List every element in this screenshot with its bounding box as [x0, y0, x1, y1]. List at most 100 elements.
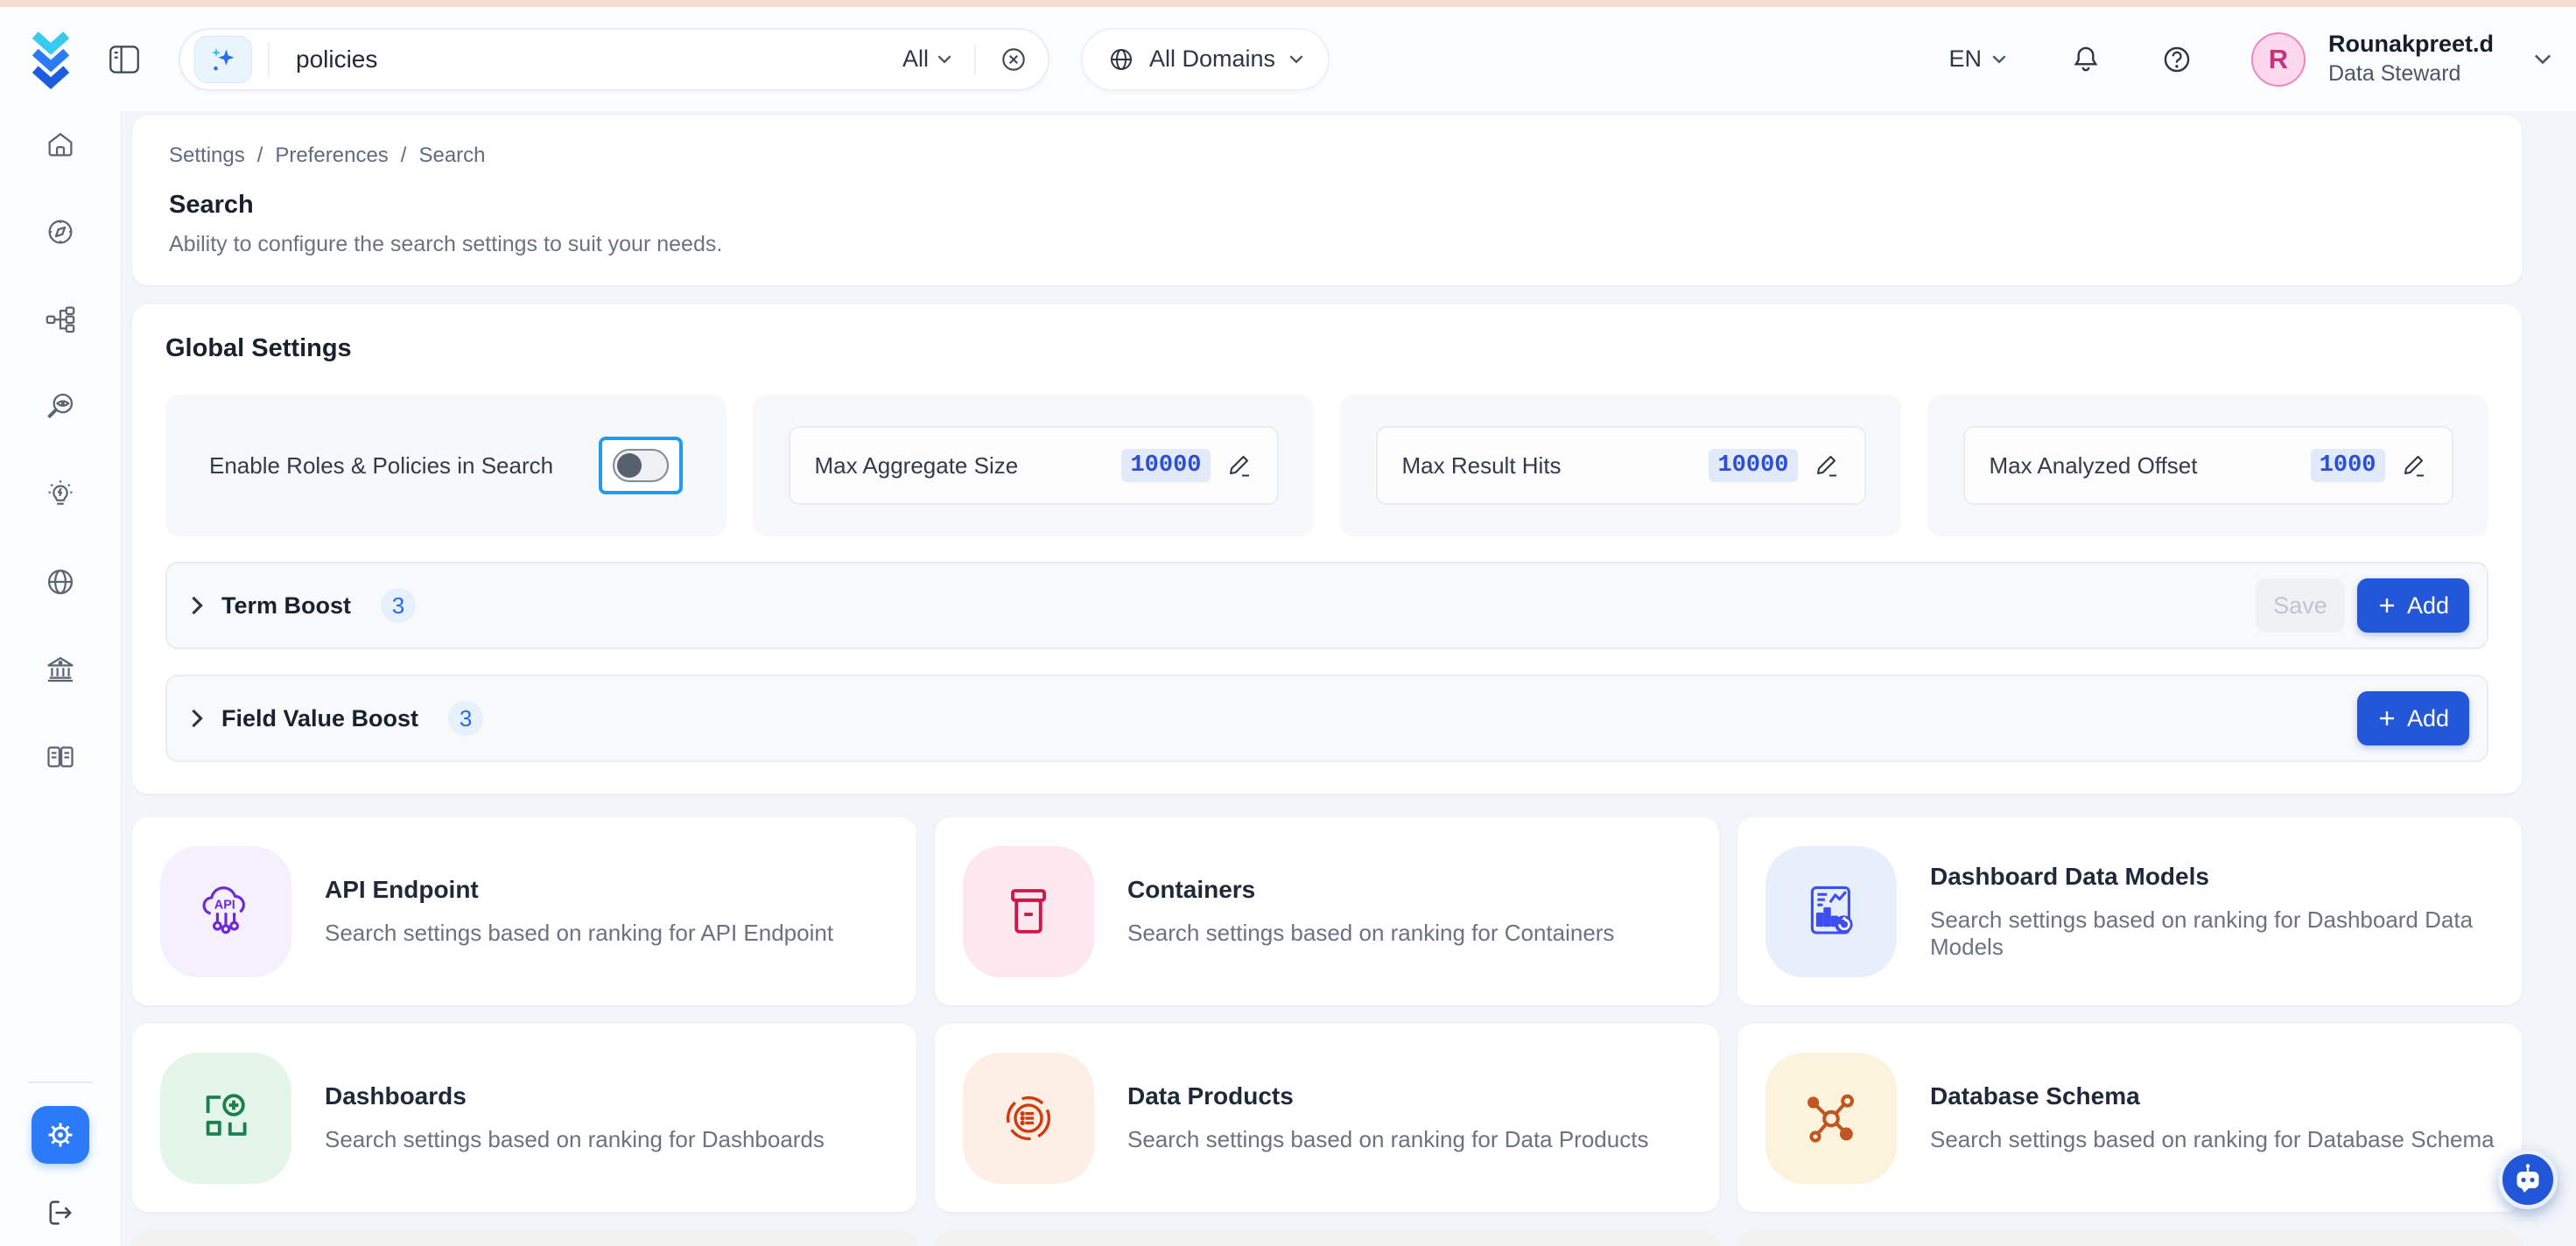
- robot-icon: [2516, 1164, 2539, 1193]
- chevron-down-icon: [2534, 54, 2551, 65]
- language-value: EN: [1948, 46, 1982, 72]
- entity-card-partial[interactable]: [1737, 1231, 2522, 1246]
- domains-icon[interactable]: [45, 566, 76, 598]
- containers-icon: [1011, 888, 1046, 934]
- field-value-boost-header[interactable]: Field Value Boost 3: [190, 701, 484, 736]
- entity-card-description: Search settings based on ranking for Das…: [1930, 906, 2474, 960]
- sidebar: [0, 111, 120, 1246]
- svg-text:API: API: [214, 898, 235, 912]
- max-result-hits-value: 10000: [1709, 449, 1798, 482]
- top-accent-strip: [0, 0, 2576, 7]
- ai-sparkles-icon[interactable]: [194, 35, 252, 83]
- chevron-right-icon: [192, 596, 203, 615]
- entity-card-description: Search settings based on ranking for API…: [325, 920, 834, 946]
- page-description: Ability to configure the search settings…: [169, 232, 723, 256]
- breadcrumb-preferences[interactable]: Preferences: [275, 144, 389, 167]
- search-clear-button[interactable]: [974, 44, 1028, 74]
- breadcrumb-settings[interactable]: Settings: [169, 144, 245, 167]
- term-boost-title: Term Boost: [221, 592, 352, 619]
- next-row-partial: [132, 1231, 2522, 1246]
- breadcrumb-separator: /: [400, 144, 407, 167]
- home-icon[interactable]: [45, 129, 76, 160]
- entity-card-title: Data Products: [1127, 1082, 1294, 1110]
- chevron-right-icon: [192, 709, 203, 728]
- chatbot-button[interactable]: [2498, 1150, 2558, 1209]
- user-menu[interactable]: R Rounakpreet.d Data Steward: [2250, 30, 2551, 88]
- search-scope-value: All: [902, 46, 929, 72]
- topbar: policies All All Domains EN: [0, 7, 2576, 111]
- entity-card-title: Containers: [1127, 876, 1256, 903]
- observability-icon[interactable]: [45, 304, 76, 335]
- question-circle-icon: [2164, 46, 2190, 72]
- save-button[interactable]: Save: [2256, 578, 2345, 633]
- entity-card-title: Dashboard Data Models: [1930, 862, 2209, 890]
- dashboard-data-models-icon: [1810, 886, 1853, 934]
- entity-card-partial[interactable]: [935, 1231, 1719, 1246]
- explore-icon[interactable]: [45, 216, 76, 248]
- discovery-icon[interactable]: [45, 391, 76, 423]
- gear-icon: [48, 1123, 72, 1147]
- toggle-knob: [617, 453, 642, 478]
- edit-icon[interactable]: [1814, 452, 1840, 479]
- entity-card-description: Search settings based on ranking for Das…: [325, 1126, 825, 1152]
- term-boost-panel: Term Boost 3 Save Add: [165, 562, 2488, 649]
- govern-icon[interactable]: [45, 654, 76, 685]
- user-role: Data Steward: [2327, 61, 2461, 87]
- plus-icon: [2379, 711, 2394, 725]
- entity-card-title: Database Schema: [1930, 1082, 2140, 1110]
- edit-icon[interactable]: [1226, 452, 1253, 479]
- dashboards-icon: [206, 1093, 247, 1136]
- plus-icon: [2379, 598, 2394, 612]
- breadcrumb-current: Search: [418, 144, 486, 167]
- max-analyzed-offset-label: Max Analyzed Offset: [1989, 452, 2198, 479]
- page-title: Search: [169, 191, 254, 219]
- field-value-boost-panel: Field Value Boost 3 Add: [165, 675, 2488, 762]
- entity-card-title: Dashboards: [325, 1082, 467, 1110]
- chevron-down-icon: [1289, 55, 1303, 64]
- global-settings-card: Global Settings Enable Roles & Policies …: [132, 304, 2522, 794]
- domains-filter-button[interactable]: All Domains: [1081, 27, 1330, 91]
- term-boost-header[interactable]: Term Boost 3: [190, 588, 417, 623]
- field-value-boost-count: 3: [448, 701, 484, 736]
- max-result-hits-label: Max Result Hits: [1401, 452, 1562, 479]
- main-content: Settings / Preferences / Search Search A…: [120, 111, 2576, 1246]
- database-schema-icon: [1807, 1094, 1855, 1143]
- sidebar-item-settings[interactable]: [31, 1106, 89, 1164]
- edit-icon[interactable]: [2401, 452, 2427, 479]
- logout-icon[interactable]: [45, 1197, 76, 1228]
- chevron-down-icon: [1992, 55, 2006, 64]
- roles-policies-setting: Enable Roles & Policies in Search: [165, 395, 726, 536]
- entity-card-containers[interactable]: Containers Search settings based on rank…: [935, 817, 1719, 1005]
- help-button[interactable]: [2160, 43, 2193, 76]
- search-scope-dropdown[interactable]: All: [902, 46, 951, 73]
- entity-card-title: API Endpoint: [325, 876, 479, 903]
- global-search-bar[interactable]: policies All: [179, 27, 1049, 91]
- insights-icon[interactable]: [45, 479, 76, 510]
- entity-card-partial[interactable]: [132, 1231, 916, 1246]
- close-circle-icon: [1002, 47, 1025, 71]
- entity-card-database-schema[interactable]: Database Schema Search settings based on…: [1737, 1024, 2522, 1212]
- add-term-boost-button[interactable]: Add: [2357, 578, 2469, 633]
- app-logo-icon[interactable]: [26, 28, 75, 91]
- search-input[interactable]: policies: [296, 45, 378, 73]
- roles-policies-toggle[interactable]: [599, 437, 683, 494]
- user-name: Rounakpreet.d: [2327, 31, 2494, 58]
- notifications-button[interactable]: [2069, 43, 2102, 76]
- max-aggregate-size-setting: Max Aggregate Size 10000: [753, 395, 1314, 536]
- sidebar-collapse-icon[interactable]: [109, 44, 140, 75]
- entity-card-api-endpoint[interactable]: API API Endpoint Search settings based o…: [132, 817, 916, 1005]
- global-settings-title: Global Settings: [165, 334, 352, 362]
- add-field-value-boost-button[interactable]: Add: [2357, 691, 2469, 746]
- entity-card-dashboard-data-models[interactable]: Dashboard Data Models Search settings ba…: [1737, 817, 2522, 1005]
- avatar: R: [2250, 32, 2306, 87]
- entity-card-description: Search settings based on ranking for Dat…: [1930, 1126, 2495, 1152]
- entity-card-dashboards[interactable]: Dashboards Search settings based on rank…: [132, 1024, 916, 1212]
- entity-card-data-products[interactable]: Data Products Search settings based on r…: [935, 1024, 1719, 1212]
- glossary-icon[interactable]: [45, 741, 76, 773]
- max-analyzed-offset-setting: Max Analyzed Offset 1000: [1927, 395, 2488, 536]
- term-boost-count: 3: [381, 588, 417, 623]
- api-endpoint-icon: API: [202, 886, 245, 934]
- language-selector[interactable]: EN: [1948, 46, 2006, 73]
- entity-card-description: Search settings based on ranking for Dat…: [1127, 1126, 1649, 1152]
- divider: [268, 41, 270, 77]
